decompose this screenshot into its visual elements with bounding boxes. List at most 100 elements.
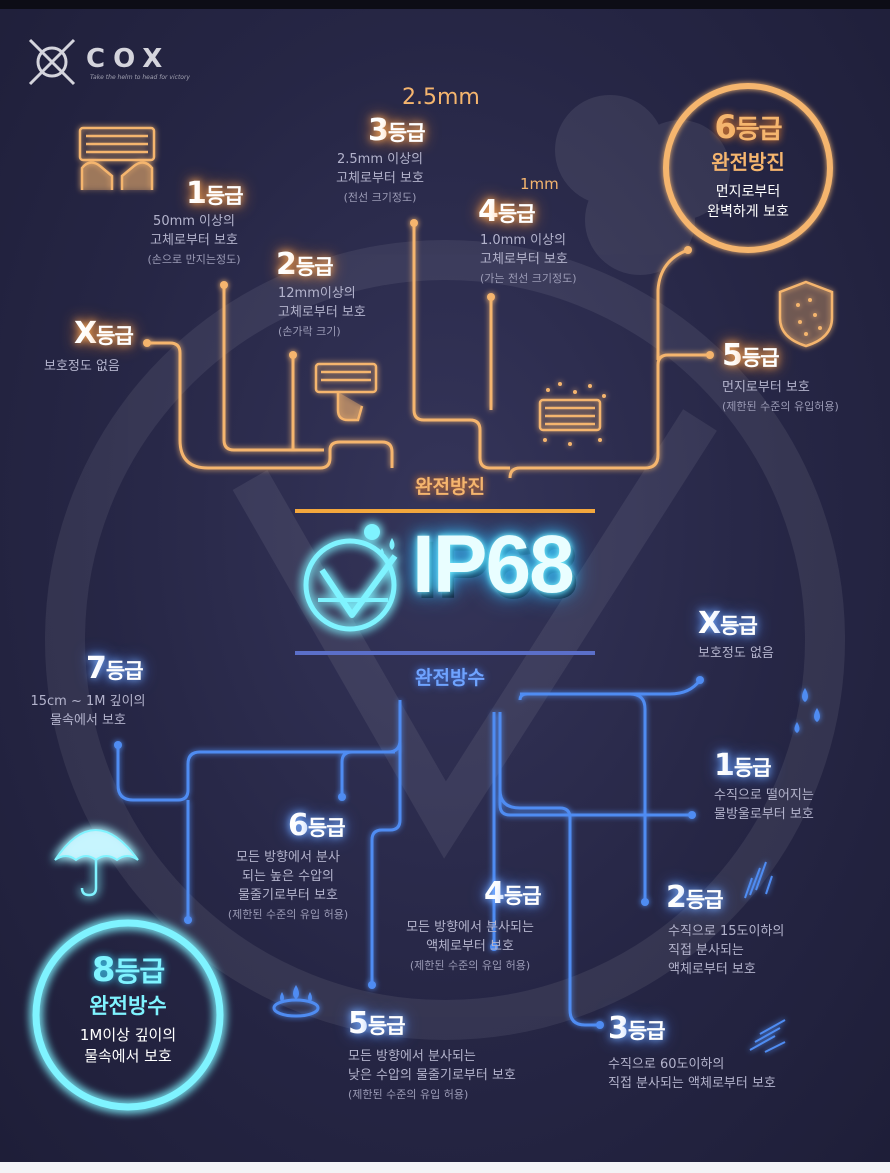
- grade-text: 5: [722, 338, 743, 373]
- desc-line: 물줄기로부터 보호: [238, 888, 338, 903]
- grade-unit: 등급: [685, 888, 724, 912]
- grade-unit: 등급: [733, 756, 772, 780]
- water-level-1-title: 1등급: [714, 748, 772, 783]
- water-level-7-title: 7등급: [86, 651, 144, 686]
- dust-level-2-title: 2등급: [276, 247, 334, 282]
- desc-line: 먼지로부터: [715, 184, 781, 200]
- desc-line: 1.0mm 이상의: [480, 233, 567, 248]
- desc-line: 고체로부터 보호: [336, 171, 424, 186]
- desc-note: (전선 크기정도): [343, 191, 417, 204]
- water-level-6-desc: 모든 방향에서 분사 되는 높은 수압의 물줄기로부터 보호 (제한된 수준의 …: [228, 848, 348, 924]
- dust-level-3-desc: 2.5mm 이상의 고체로부터 보호 (전선 크기정도): [336, 150, 424, 207]
- dust-level-4-desc: 1.0mm 이상의 고체로부터 보호 (가는 전선 크기정도): [480, 231, 577, 288]
- desc-line: 물방울로부터 보호: [714, 807, 814, 822]
- water-level-x-title: X등급: [698, 606, 758, 641]
- dust-divider: [295, 509, 595, 513]
- dust-level-5-desc: 먼지로부터 보호 (제한된 수준의 유입허용): [722, 378, 839, 416]
- water-level-5-desc: 모든 방향에서 분사되는 낮은 수압의 물줄기로부터 보호 (제한된 수준의 유…: [348, 1047, 516, 1104]
- water-dot-7: [114, 741, 122, 749]
- water-top-ring: [32, 919, 224, 1111]
- dust-line-6: [656, 248, 689, 360]
- desc-note: (제한된 수준의 유입 허용): [227, 908, 349, 921]
- water-line-1: [498, 712, 692, 817]
- water-line-7: [116, 745, 395, 802]
- grade-unit: 등급: [307, 816, 346, 840]
- grade-text: 1: [714, 748, 735, 783]
- desc-line: 고체로부터 보호: [150, 233, 238, 248]
- water-level-6-title: 6등급: [288, 808, 346, 843]
- water-dot-6: [338, 793, 346, 801]
- ip68-emblem-icon: [303, 538, 398, 632]
- desc-line: 수직으로 15도이하의: [668, 924, 785, 939]
- dust-level-5-title: 5등급: [722, 338, 780, 373]
- grade-unit: 등급: [741, 346, 780, 370]
- grade-text: 8: [91, 950, 116, 990]
- keyboard-dust-icon: [538, 382, 606, 446]
- dust-top-title: 완전방진: [711, 150, 785, 174]
- grade-text: 5: [348, 1006, 369, 1041]
- water-top-content: 8등급 완전방수 1M이상 깊이의 물속에서 보호: [43, 950, 213, 1066]
- grade-unit: 등급: [720, 614, 758, 638]
- desc-line: 50mm 이상의: [153, 214, 235, 229]
- desc-line: 2.5mm 이상의: [336, 152, 424, 167]
- watermark-logo: [45, 240, 845, 1040]
- grade-text: X: [74, 316, 97, 351]
- top-bar: [0, 0, 890, 9]
- dust-dot-4: [487, 293, 495, 301]
- cox-logo-icon: [28, 38, 76, 86]
- water-level-2-title: 2등급: [666, 880, 724, 915]
- water-dot-2: [641, 898, 649, 906]
- desc-line: 액체로부터 보호: [426, 939, 514, 954]
- grade-text: 3: [368, 113, 389, 148]
- keyboard-hands-icon: [78, 126, 156, 190]
- dust-line-3: [412, 223, 510, 470]
- grade-text: 3: [608, 1011, 629, 1046]
- grade-unit: 등급: [96, 324, 134, 348]
- grade-text: 6: [288, 808, 309, 843]
- water-dot-4: [490, 943, 498, 951]
- desc-line: 15cm ~ 1M 깊이의: [30, 694, 146, 709]
- desc-line: 12mm이상의: [278, 286, 356, 301]
- dust-dot-2: [289, 351, 297, 359]
- splash-icon: [272, 985, 320, 1018]
- water-top-title: 완전방수: [89, 994, 167, 1018]
- desc-line: 고체로부터 보호: [278, 305, 366, 320]
- ip68-title: IP68: [412, 519, 575, 610]
- desc-line: 1M이상 깊이의: [79, 1026, 177, 1044]
- desc-note: (제한된 수준의 유입 허용): [348, 1088, 469, 1101]
- desc-line: 모든 방향에서 분사: [236, 850, 340, 865]
- dust-top-ring: [663, 83, 833, 253]
- grade-unit: 등급: [367, 1014, 406, 1038]
- grade-text: 4: [478, 194, 499, 229]
- brand-logo-text: COX: [86, 44, 171, 74]
- water-level-5-title: 5등급: [348, 1006, 406, 1041]
- water-level-1-desc: 수직으로 떨어지는 물방울로부터 보호: [714, 786, 814, 824]
- desc-line: 모든 방향에서 분사되는: [406, 920, 534, 935]
- dust-dot-5: [706, 351, 714, 359]
- water-divider: [295, 651, 595, 655]
- desc-line: 먼지로부터 보호: [722, 380, 810, 395]
- cloud-decoration: [555, 95, 730, 275]
- slanted-rain-icon: [749, 1019, 786, 1053]
- grade-unit: 등급: [105, 659, 144, 683]
- water-level-x-desc: 보호정도 없음: [698, 646, 774, 661]
- grade-text: 2: [276, 247, 297, 282]
- shield-dust-icon: [778, 280, 834, 348]
- grade-unit: 등급: [735, 115, 783, 145]
- water-level-7-desc: 15cm ~ 1M 깊이의 물속에서 보호: [30, 692, 145, 730]
- brand-tagline: Take the helm to head for victory: [90, 74, 190, 81]
- desc-line: 액체로부터 보호: [668, 962, 756, 977]
- water-dot-3: [596, 1021, 604, 1029]
- grade-text: 6: [714, 108, 736, 146]
- desc-line: 직접 분사되는: [668, 943, 744, 958]
- dust-top-content: 6등급 완전방진 먼지로부터 완벽하게 보호: [673, 108, 823, 221]
- grade-unit: 등급: [387, 121, 426, 145]
- grade-unit: 등급: [114, 955, 166, 988]
- grade-unit: 등급: [205, 184, 244, 208]
- water-level-4-title: 4등급: [484, 876, 542, 911]
- water-level-3-desc: 수직으로 60도이하의 직접 분사되는 액체로부터 보호: [608, 1055, 776, 1093]
- desc-line: 직접 분사되는 액체로부터 보호: [608, 1076, 776, 1091]
- water-line-3: [498, 789, 600, 1027]
- dust-dot-x: [143, 339, 151, 347]
